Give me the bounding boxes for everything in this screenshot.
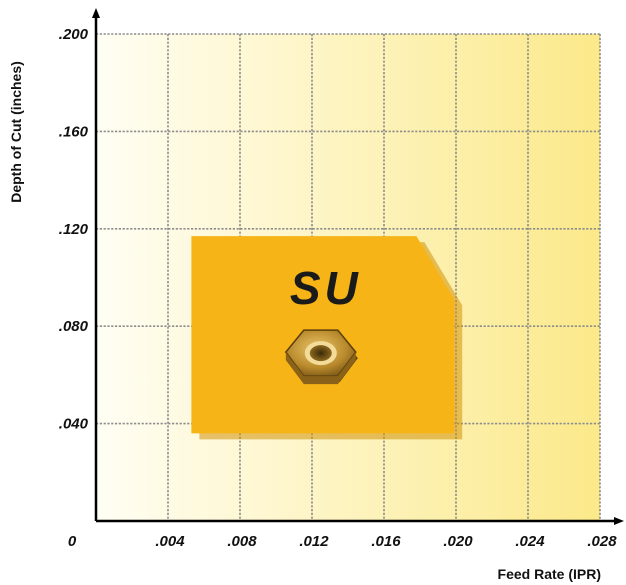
x-axis-title: Feed Rate (IPR) [498, 566, 601, 582]
y-tick-label: .200 [59, 26, 89, 43]
y-tick-label: .120 [59, 221, 89, 238]
hexagonal-insert-icon [284, 329, 358, 385]
x-axis-arrow-icon [614, 517, 624, 525]
y-tick-labels: .040 .080 .120 .160 .200 [59, 26, 89, 433]
y-tick-label: .040 [59, 416, 89, 433]
x-tick-labels: .004 .008 .012 .016 .020 .024 .028 [155, 533, 617, 550]
y-tick-label: .080 [59, 318, 89, 335]
origin-label: 0 [68, 533, 77, 550]
y-axis-title: Depth of Cut (inches) [8, 61, 24, 203]
region-label: SU [290, 262, 362, 314]
x-tick-label: .024 [515, 533, 545, 550]
y-axis-arrow-icon [92, 8, 100, 18]
x-tick-label: .008 [227, 533, 257, 550]
y-tick-label: .160 [59, 123, 89, 140]
x-tick-label: .020 [443, 533, 473, 550]
axes [92, 8, 624, 525]
x-tick-label: .004 [155, 533, 185, 550]
x-tick-label: .016 [371, 533, 401, 550]
x-tick-label: .028 [587, 533, 617, 550]
x-tick-label: .012 [299, 533, 329, 550]
